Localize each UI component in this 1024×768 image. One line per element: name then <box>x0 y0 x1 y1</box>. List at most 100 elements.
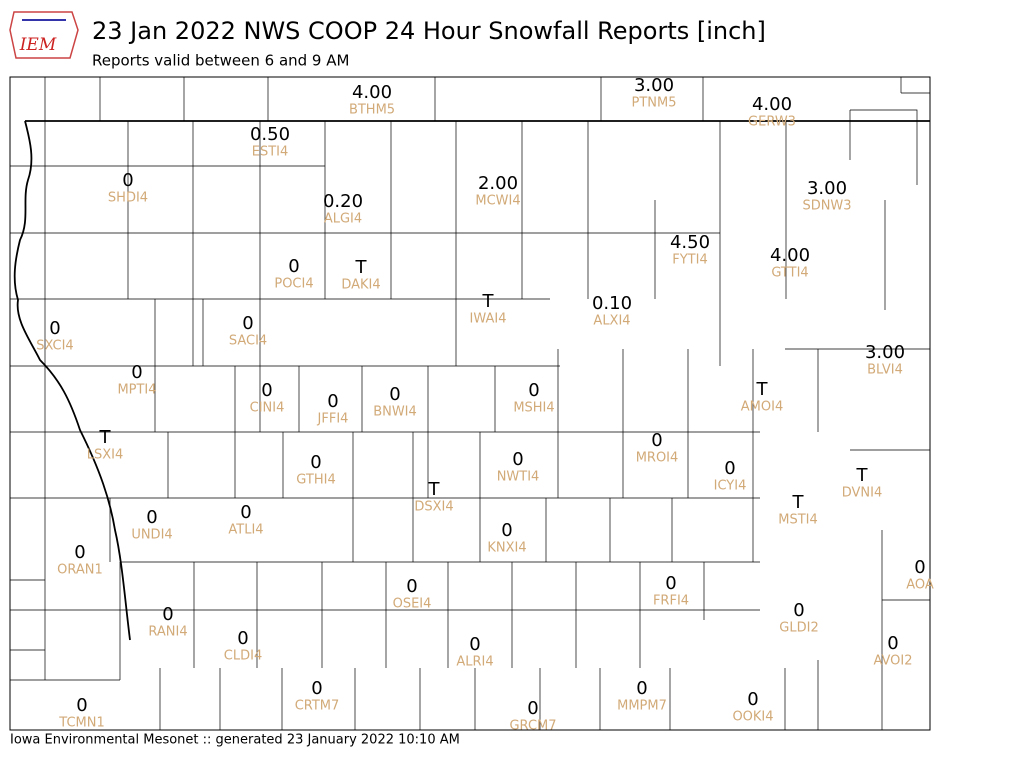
station-id: AMOI4 <box>741 400 783 415</box>
station-value: 0 <box>406 576 417 597</box>
station-value: 4.00 <box>352 82 392 103</box>
station-value: 0 <box>76 695 87 716</box>
station-value: T <box>756 379 769 400</box>
station-id: DVNI4 <box>842 486 883 501</box>
station-value: 0 <box>724 458 735 479</box>
station-id: MCWI4 <box>475 194 520 209</box>
station-value: T <box>792 492 805 513</box>
station-value: 0 <box>469 634 480 655</box>
station-id: MMPM7 <box>617 699 667 714</box>
station-id: ORAN1 <box>57 563 103 578</box>
station-value: 0 <box>528 380 539 401</box>
subtitle: Reports valid between 6 and 9 AM <box>92 52 349 70</box>
station-value: 2.00 <box>478 173 518 194</box>
station-value: 3.00 <box>807 178 847 199</box>
station-id: KNXI4 <box>487 541 526 556</box>
station-value: 0 <box>501 520 512 541</box>
station-id: POCI4 <box>274 277 313 292</box>
station-value: 0 <box>122 170 133 191</box>
station-id: OOKI4 <box>732 710 773 725</box>
station-id: OSEI4 <box>393 597 432 612</box>
title: 23 Jan 2022 NWS COOP 24 Hour Snowfall Re… <box>92 17 766 45</box>
station-id: MROI4 <box>636 451 679 466</box>
station-id: GRCM7 <box>509 719 556 734</box>
station-id: FRFI4 <box>653 594 689 609</box>
station-id: ALRI4 <box>456 655 493 670</box>
station-id: ESTI4 <box>252 145 289 160</box>
station-value: T <box>99 427 112 448</box>
station-value: 0 <box>651 430 662 451</box>
station-id: MPTI4 <box>117 383 156 398</box>
station-id: RANI4 <box>148 625 187 640</box>
station-id: AOA <box>906 578 934 593</box>
station-id: SACI4 <box>229 334 267 349</box>
station-value: 0 <box>914 557 925 578</box>
station-value: 0 <box>288 256 299 277</box>
station-value: T <box>482 291 495 312</box>
logo-text: IEM <box>19 35 57 55</box>
station-id: GTHI4 <box>296 473 335 488</box>
station-value: T <box>428 479 441 500</box>
station-value: 4.00 <box>770 245 810 266</box>
station-id: GLDI2 <box>779 621 818 636</box>
station-id: MSTI4 <box>778 513 818 528</box>
station-id: MSHI4 <box>513 401 554 416</box>
station-id: UNDI4 <box>131 528 172 543</box>
station-value: 0 <box>311 678 322 699</box>
station-value: 0 <box>146 507 157 528</box>
station-id: DAKI4 <box>341 278 380 293</box>
station-id: IWAI4 <box>470 312 507 327</box>
station-value: 0 <box>49 318 60 339</box>
station-id: NWTI4 <box>497 470 540 485</box>
station-id: ALGI4 <box>324 212 362 227</box>
station-value: 0 <box>162 604 173 625</box>
station-value: 0 <box>74 542 85 563</box>
station-value: 0 <box>636 678 647 699</box>
station-id: CLDI4 <box>224 649 262 664</box>
station-id: TCMN1 <box>58 716 104 731</box>
station-value: 3.00 <box>865 342 905 363</box>
station-id: ICYI4 <box>714 479 747 494</box>
logo: IEM <box>9 11 79 59</box>
station-id: BNWI4 <box>373 405 417 420</box>
station-value: 4.50 <box>670 232 710 253</box>
station-id: BTHM5 <box>349 103 395 118</box>
station-value: 0 <box>747 689 758 710</box>
station-id: ALXI4 <box>593 314 630 329</box>
station-id: CRTM7 <box>295 699 340 714</box>
station-value: 0 <box>240 502 251 523</box>
footer: Iowa Environmental Mesonet :: generated … <box>10 733 460 748</box>
station-id: GERW3 <box>748 115 796 130</box>
station-value: 0 <box>261 380 272 401</box>
station-value: 0.50 <box>250 124 290 145</box>
station-id: DSXI4 <box>414 500 453 515</box>
station-id: FYTI4 <box>672 253 707 268</box>
basemap <box>9 76 931 731</box>
station-value: 0.20 <box>323 191 363 212</box>
station-value: 0 <box>237 628 248 649</box>
station-value: 0 <box>327 391 338 412</box>
station-value: 0 <box>512 449 523 470</box>
station-id: BLVI4 <box>867 363 903 378</box>
station-id: PTNM5 <box>632 96 677 111</box>
station-id: SDNW3 <box>802 199 851 214</box>
station-id: SXCI4 <box>36 339 73 354</box>
station-value: 0 <box>887 633 898 654</box>
station-id: LSXI4 <box>87 448 124 463</box>
station-value: 0 <box>793 600 804 621</box>
station-value: 0 <box>131 362 142 383</box>
station-value: 0.10 <box>592 293 632 314</box>
station-id: SHDI4 <box>108 191 148 206</box>
station-id: GTTI4 <box>771 266 808 281</box>
station-id: CINI4 <box>250 401 285 416</box>
station-value: 4.00 <box>752 94 792 115</box>
station-id: ATLI4 <box>228 523 263 538</box>
station-value: 3.00 <box>634 75 674 96</box>
station-value: T <box>355 257 368 278</box>
station-value: 0 <box>665 573 676 594</box>
station-id: JFFI4 <box>317 412 349 427</box>
station-value: 0 <box>389 384 400 405</box>
station-value: 0 <box>310 452 321 473</box>
